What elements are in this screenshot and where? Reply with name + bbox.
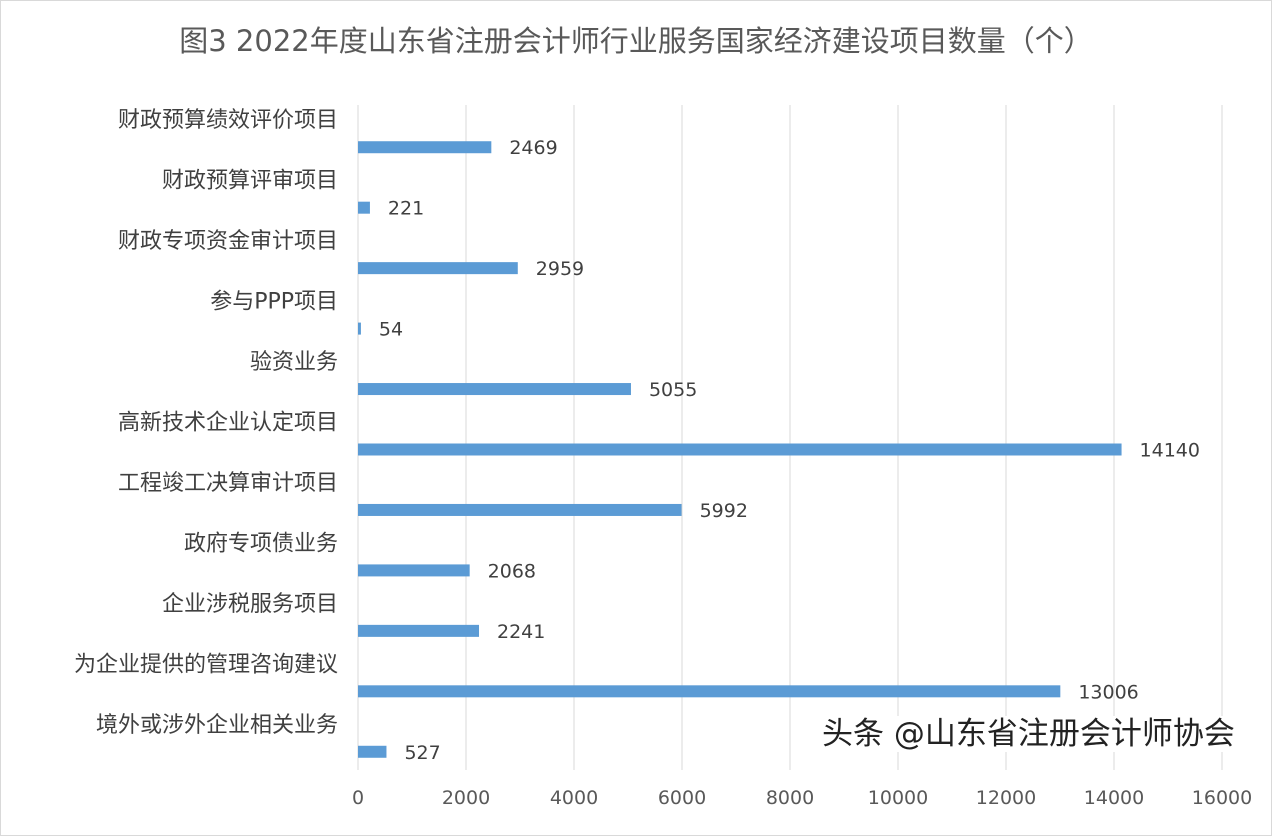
x-tick-label: 4000: [550, 787, 598, 809]
category-label: 境外或涉外企业相关业务: [96, 713, 338, 738]
x-tick-label: 10000: [868, 787, 928, 809]
data-label: 54: [379, 319, 403, 341]
bar: [358, 262, 518, 275]
category-label: 政府专项债业务: [184, 531, 338, 556]
x-tick-label: 6000: [658, 787, 706, 809]
bar: [358, 383, 631, 396]
x-tick-label: 2000: [442, 787, 490, 809]
category-label: 参与PPP项目: [210, 290, 338, 315]
x-tick-label: 16000: [1192, 787, 1252, 809]
x-tick-label: 0: [352, 787, 364, 809]
data-label: 2959: [536, 258, 584, 280]
bar: [358, 624, 480, 637]
watermark: 头条 @山东省注册会计师协会: [822, 716, 1235, 752]
bar: [358, 201, 370, 214]
data-label: 527: [404, 742, 440, 764]
bar: [358, 564, 470, 577]
data-label: 221: [388, 198, 424, 220]
bar: [358, 685, 1061, 698]
data-label: 2241: [497, 621, 545, 643]
bar: [358, 503, 682, 516]
bar: [358, 141, 492, 154]
x-tick-label: 8000: [766, 787, 814, 809]
category-label: 企业涉税服务项目: [162, 592, 338, 617]
category-label: 工程竣工决算审计项目: [118, 471, 338, 496]
category-label: 财政预算绩效评价项目: [118, 108, 338, 133]
bar: [358, 443, 1122, 456]
category-label: 验资业务: [250, 350, 338, 375]
data-label: 2068: [488, 560, 536, 582]
data-label: 5992: [700, 500, 748, 522]
data-label: 14140: [1140, 440, 1200, 462]
chart-title: 图3 2022年度山东省注册会计师行业服务国家经济建设项目数量（个）: [179, 24, 1093, 58]
bar: [358, 322, 361, 335]
data-label: 13006: [1078, 681, 1138, 703]
bar: [358, 745, 387, 758]
data-label: 5055: [649, 379, 697, 401]
data-label: 2469: [509, 137, 557, 159]
category-label: 财政预算评审项目: [162, 169, 338, 194]
category-label: 财政专项资金审计项目: [118, 229, 338, 254]
category-label: 为企业提供的管理咨询建议: [74, 652, 338, 677]
x-tick-label: 12000: [976, 787, 1036, 809]
x-tick-label: 14000: [1084, 787, 1144, 809]
category-label: 高新技术企业认定项目: [118, 411, 338, 436]
